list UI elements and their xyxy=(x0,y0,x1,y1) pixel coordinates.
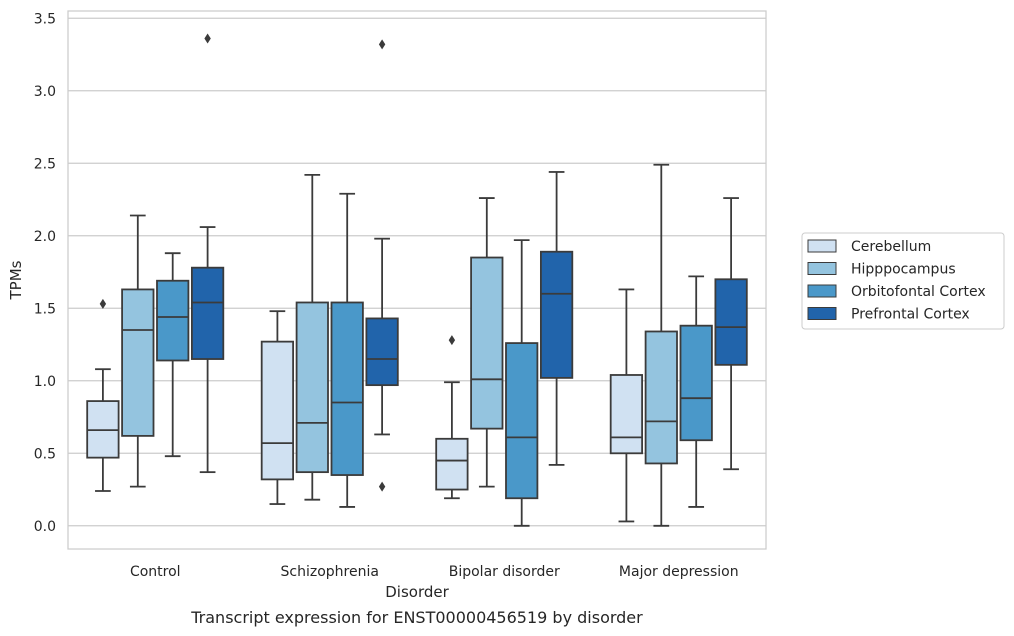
y-tick-label: 0.0 xyxy=(34,519,56,535)
legend-swatch xyxy=(807,307,837,320)
box-body xyxy=(121,288,155,437)
box-body xyxy=(260,340,295,481)
y-axis-label: TPMs xyxy=(7,260,25,300)
box-0-1 xyxy=(121,214,155,488)
legend-swatch xyxy=(807,284,837,298)
box-1-2 xyxy=(330,192,364,508)
x-tick-label: Bipolar disorder xyxy=(449,564,560,580)
box-1-0 xyxy=(260,310,295,505)
y-tick-label: 0.5 xyxy=(34,446,56,462)
legend-label: Cerebellum xyxy=(851,239,931,255)
box-2-1 xyxy=(470,197,504,488)
box-body xyxy=(156,279,190,362)
box-2-2 xyxy=(505,239,539,527)
y-tick-label: 2.0 xyxy=(34,229,56,245)
box-0-0 xyxy=(86,298,120,492)
y-tick-label: 3.0 xyxy=(34,84,56,100)
boxes xyxy=(86,33,748,527)
box-body xyxy=(644,330,678,465)
box-body xyxy=(714,278,748,366)
outlier-point xyxy=(378,481,386,492)
box-body xyxy=(330,301,364,476)
chart-caption: Transcript expression for ENST0000045651… xyxy=(190,608,643,627)
box-body xyxy=(295,301,329,474)
box-0-2 xyxy=(156,252,190,458)
box-body xyxy=(539,250,574,379)
legend: Cerebellum Hipppocampus Orbitofontal Corte… xyxy=(801,232,1005,330)
box-2-0 xyxy=(435,335,469,500)
box-3-3 xyxy=(714,197,748,471)
box-body xyxy=(679,324,713,442)
y-tick-label: 1.0 xyxy=(34,374,56,390)
legend-swatch xyxy=(807,262,837,275)
x-tick-label: Schizophrenia xyxy=(281,564,379,580)
box-body xyxy=(190,266,225,360)
legend-swatch xyxy=(807,239,837,253)
box-body xyxy=(470,256,504,430)
box-3-2 xyxy=(679,275,713,508)
y-tick-label: 2.5 xyxy=(34,156,56,172)
box-body xyxy=(365,317,399,387)
box-body xyxy=(609,374,644,455)
outlier-point xyxy=(448,335,456,346)
x-tick-label: Control xyxy=(130,564,181,580)
y-tick-label: 1.5 xyxy=(34,301,56,317)
x-tick-label: Major depression xyxy=(619,564,739,580)
y-tick-label: 3.5 xyxy=(34,11,56,27)
outlier-point xyxy=(99,298,107,309)
legend-label: Hipppocampus xyxy=(851,262,956,278)
y-axis-ticks: 0.0 0.5 1.0 1.5 2.0 2.5 3.0 3.5 xyxy=(34,11,56,535)
box-1-3 xyxy=(365,39,399,492)
box-body xyxy=(505,342,539,500)
x-axis-label: Disorder xyxy=(385,583,449,601)
outlier-point xyxy=(204,33,211,44)
legend-label: Orbitofontal Cortex xyxy=(851,284,986,300)
box-1-1 xyxy=(295,173,329,501)
box-3-1 xyxy=(644,163,678,527)
legend-label: Prefrontal Cortex xyxy=(851,307,970,323)
x-axis-ticks: Control Schizophrenia Bipolar disorder Majo… xyxy=(130,564,739,580)
box-3-0 xyxy=(609,288,644,523)
outlier-point xyxy=(378,39,386,50)
box-body xyxy=(435,437,469,491)
legend-frame xyxy=(801,232,1005,330)
box-0-3 xyxy=(190,33,225,474)
box-2-3 xyxy=(539,171,574,466)
